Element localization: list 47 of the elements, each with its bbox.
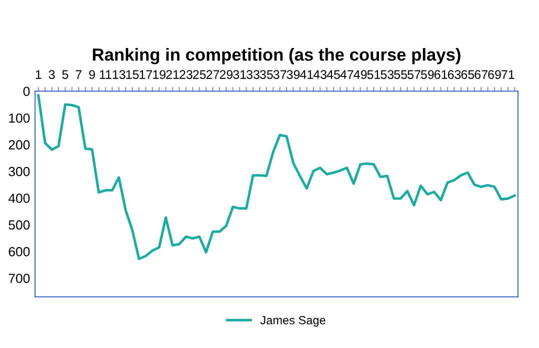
x-tick-label: 41 — [300, 70, 314, 79]
chart-title: Ranking in competition (as the course plays) — [92, 48, 460, 64]
x-tick-label: 51 — [367, 70, 380, 79]
x-tick-label: 31 — [233, 70, 246, 79]
x-tick-label: 59 — [420, 70, 434, 79]
x-tick-label: 49 — [354, 70, 367, 79]
x-tick-label: 29 — [220, 70, 233, 79]
x-tick-label: 67 — [474, 70, 488, 79]
x-tick-label: 9 — [89, 70, 95, 79]
x-tick-label: 7 — [76, 70, 82, 79]
x-tick-label: 27 — [206, 70, 220, 79]
x-tick-label: 69 — [488, 70, 501, 79]
y-tick-label: 200 — [8, 140, 30, 150]
x-tick-label: 57 — [408, 70, 420, 79]
y-tick-label: 700 — [8, 274, 30, 284]
x-tick-label: 3 — [48, 70, 55, 79]
line-series — [37, 94, 516, 260]
x-tick-label: 11 — [100, 70, 112, 79]
x-tick-label: 47 — [340, 70, 354, 79]
x-tick-label: 5 — [62, 70, 68, 79]
y-tick-label: 0 — [23, 86, 30, 96]
x-tick-label: 39 — [286, 70, 300, 79]
legend-label: James Sage — [260, 316, 326, 327]
x-tick-label: 37 — [273, 70, 286, 79]
x-tick-label: 65 — [461, 70, 474, 79]
y-tick-label: 300 — [8, 166, 30, 176]
x-tick-label: 61 — [434, 70, 448, 79]
x-tick-label: 1 — [36, 70, 42, 79]
x-tick-label: 25 — [193, 70, 206, 79]
x-tick-label: 17 — [140, 70, 152, 79]
y-tick-label: 600 — [8, 247, 30, 256]
x-tick-label: 15 — [126, 70, 139, 79]
x-tick-label: 71 — [502, 70, 514, 79]
y-tick-label: 100 — [9, 113, 30, 123]
x-tick-label: 23 — [180, 70, 192, 79]
x-tick-label: 21 — [166, 70, 179, 79]
x-tick-label: 13 — [112, 70, 126, 79]
x-tick-label: 19 — [153, 70, 166, 79]
x-tick-label: 35 — [260, 70, 273, 79]
x-tick-label: 55 — [394, 70, 408, 79]
x-tick-label: 33 — [246, 70, 260, 79]
x-tick-label: 53 — [380, 70, 394, 79]
y-tick-label: 400 — [8, 194, 30, 203]
y-tick-label: 500 — [8, 220, 30, 230]
x-tick-label: 43 — [313, 70, 327, 79]
x-tick-label: 45 — [326, 70, 340, 79]
x-tick-label: 63 — [448, 70, 461, 79]
